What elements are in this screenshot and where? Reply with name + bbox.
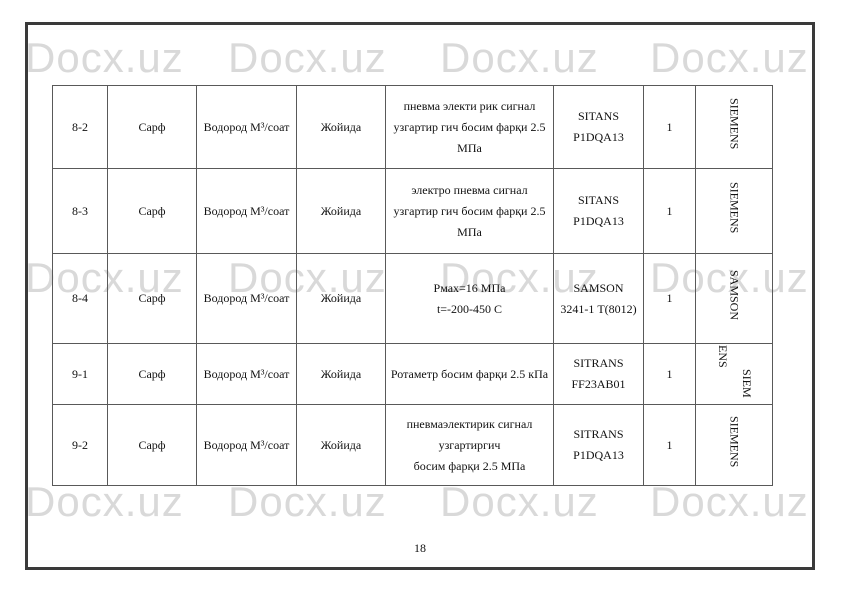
description-line: пневма электи рик сигнал	[403, 98, 536, 113]
description-line: босим фарқи 2.5 МПа	[413, 458, 526, 473]
watermark: Docx.uz	[228, 478, 387, 525]
description-line: Ротаметр босим фарқи 2.5 кПа	[390, 366, 549, 381]
manufacturer-vertical-text: SIEMENS	[727, 97, 742, 150]
type-line: P1DQA13	[573, 214, 624, 228]
cell-medium: Водород М³/соат	[196, 85, 297, 169]
cell-position-id: 8-4	[52, 253, 108, 344]
page-number: 18	[414, 541, 426, 555]
table-row: 9-1 Сарф Водород М³/соат Жойида Ротаметр…	[52, 343, 773, 405]
description-line: МПа	[457, 140, 482, 155]
cell-location: Жойида	[296, 253, 386, 344]
cell-medium: Водород М³/соат	[196, 253, 297, 344]
manufacturer-vertical-text: SIEM	[740, 369, 754, 398]
type-line: SITANS	[577, 109, 620, 123]
cell-description: Ротаметр босим фарқи 2.5 кПа	[385, 343, 554, 405]
table-row: 8-4 Сарф Водород М³/соат Жойида Рмах=16 …	[52, 253, 773, 344]
cell-quantity: 1	[643, 85, 696, 169]
cell-type: SITRANS FF23AB01	[553, 343, 644, 405]
description-line: узгартир гич босим фарқи 2.5	[393, 203, 546, 218]
manufacturer-vertical-text: SIEMENS	[727, 181, 742, 234]
description-line: t=-200-450 С	[436, 301, 503, 316]
watermark: Docx.uz	[650, 34, 809, 81]
type-line: SITANS	[577, 193, 620, 207]
watermark: Docx.uz	[25, 34, 184, 81]
watermark: Docx.uz	[25, 478, 184, 525]
cell-position-id: 8-2	[52, 85, 108, 169]
cell-type: SITANS P1DQA13	[553, 85, 644, 169]
type-line: FF23AB01	[571, 377, 626, 391]
watermark: Docx.uz	[440, 34, 599, 81]
table-row: 8-3 Сарф Водород М³/соат Жойида электро …	[52, 168, 773, 254]
cell-medium: Водород М³/соат	[196, 404, 297, 486]
cell-location: Жойида	[296, 404, 386, 486]
cell-type: SITANS P1DQA13	[553, 168, 644, 254]
cell-quantity: 1	[643, 168, 696, 254]
manufacturer-vertical-text: SIEMENS	[727, 415, 742, 468]
cell-parameter: Сарф	[107, 343, 197, 405]
cell-manufacturer: SIEM ENS	[695, 343, 773, 405]
type-line: 3241-1 Т(8012)	[560, 301, 637, 316]
cell-location: Жойида	[296, 168, 386, 254]
table-row: 9-2 Сарф Водород М³/соат Жойида пневмаэл…	[52, 404, 773, 486]
cell-type: SAMSON 3241-1 Т(8012)	[553, 253, 644, 344]
cell-parameter: Сарф	[107, 253, 197, 344]
equipment-table: 8-2 Сарф Водород М³/соат Жойида пневма э…	[52, 85, 773, 486]
cell-manufacturer: SIEMENS	[695, 168, 773, 254]
cell-location: Жойида	[296, 343, 386, 405]
cell-description: пневмаэлектирик сигнал узгартиргич босим…	[385, 404, 554, 486]
description-line: Рмах=16 МПа	[433, 280, 506, 295]
type-line: SITRANS	[573, 427, 624, 441]
cell-position-id: 9-1	[52, 343, 108, 405]
cell-quantity: 1	[643, 253, 696, 344]
cell-position-id: 8-3	[52, 168, 108, 254]
table-row: 8-2 Сарф Водород М³/соат Жойида пневма э…	[52, 85, 773, 169]
cell-manufacturer: SIEMENS	[695, 404, 773, 486]
manufacturer-vertical-text: SAMSON	[727, 269, 742, 320]
cell-parameter: Сарф	[107, 168, 197, 254]
description-line: электро пневма сигнал	[411, 182, 528, 197]
watermark: Docx.uz	[650, 478, 809, 525]
type-line: SITRANS	[573, 356, 624, 370]
description-line: пневмаэлектирик сигнал	[406, 416, 533, 431]
cell-parameter: Сарф	[107, 85, 197, 169]
watermark: Docx.uz	[228, 34, 387, 81]
description-line: узгартир гич босим фарқи 2.5	[393, 119, 546, 134]
cell-medium: Водород М³/соат	[196, 343, 297, 405]
cell-quantity: 1	[643, 404, 696, 486]
cell-medium: Водород М³/соат	[196, 168, 297, 254]
cell-position-id: 9-2	[52, 404, 108, 486]
description-line: МПа	[457, 224, 482, 239]
watermark: Docx.uz	[440, 478, 599, 525]
type-line: P1DQA13	[573, 448, 624, 462]
manufacturer-vertical-text: ENS	[716, 345, 730, 368]
description-line: узгартиргич	[438, 437, 501, 452]
type-line: SAMSON	[573, 280, 624, 295]
type-line: P1DQA13	[573, 130, 624, 144]
cell-quantity: 1	[643, 343, 696, 405]
cell-type: SITRANS P1DQA13	[553, 404, 644, 486]
cell-parameter: Сарф	[107, 404, 197, 486]
cell-description: электро пневма сигнал узгартир гич босим…	[385, 168, 554, 254]
cell-manufacturer: SIEMENS	[695, 85, 773, 169]
cell-manufacturer: SAMSON	[695, 253, 773, 344]
cell-description: пневма электи рик сигнал узгартир гич бо…	[385, 85, 554, 169]
cell-location: Жойида	[296, 85, 386, 169]
cell-description: Рмах=16 МПа t=-200-450 С	[385, 253, 554, 344]
